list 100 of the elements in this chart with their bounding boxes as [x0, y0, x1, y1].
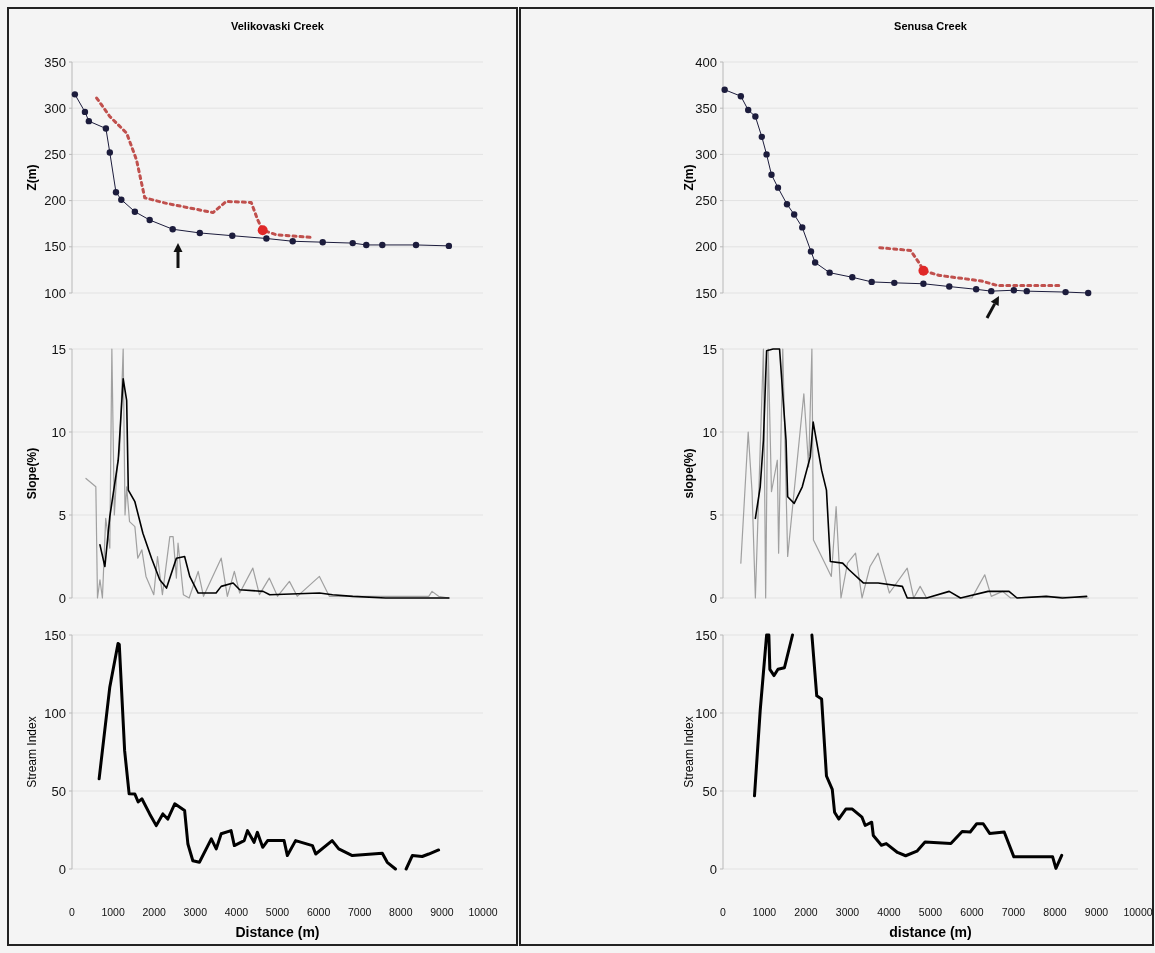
y-tick-label: 350: [44, 54, 66, 70]
y-tick-label: 50: [702, 783, 717, 799]
x-tick-label: 6000: [960, 906, 984, 918]
point: [1062, 288, 1069, 296]
point: [81, 108, 89, 116]
x-tick-label: 1000: [101, 906, 125, 918]
x-tick-label: 5000: [265, 906, 290, 918]
point: [849, 274, 856, 281]
point: [196, 229, 204, 237]
point: [289, 238, 296, 245]
point: [131, 208, 139, 215]
point: [988, 287, 995, 295]
point: [71, 91, 79, 98]
point: [774, 184, 782, 191]
line-series: [99, 378, 450, 599]
point: [106, 149, 114, 156]
y-tick-label: 250: [44, 146, 66, 162]
y-tick-label: 0: [709, 861, 717, 877]
point: [758, 133, 765, 141]
x-tick-label: 2000: [142, 906, 167, 918]
x-tick-label: 10000: [468, 906, 498, 918]
point: [920, 280, 927, 287]
point: [737, 92, 745, 100]
point: [768, 171, 775, 178]
point: [807, 248, 815, 255]
point: [146, 216, 153, 224]
point: [826, 269, 833, 276]
point: [169, 226, 176, 233]
x-axis-title: distance (m): [889, 924, 972, 940]
point: [263, 235, 270, 242]
y-axis-title: Z(m): [25, 164, 39, 191]
y-tick-label: 400: [695, 54, 717, 70]
point: [763, 151, 770, 158]
point: [744, 106, 752, 114]
x-tick-label: 4000: [877, 906, 901, 918]
y-axis-title: Z(m): [682, 164, 696, 191]
point: [1010, 287, 1018, 294]
y-tick-label: 0: [709, 590, 717, 606]
x-tick-label: 2000: [794, 906, 818, 918]
x-tick-label: 7000: [1001, 906, 1026, 918]
point: [118, 196, 125, 203]
x-tick-label: 9000: [1084, 906, 1109, 918]
point: [319, 238, 326, 246]
point: [257, 225, 268, 236]
point: [363, 241, 370, 249]
y-axis-title: Stream Index: [682, 716, 696, 788]
y-axis-title: Slope(%): [25, 447, 39, 500]
y-tick-label: 150: [44, 627, 66, 643]
point: [229, 232, 236, 239]
y-tick-label: 0: [58, 861, 66, 877]
point: [891, 279, 898, 287]
y-axis-title: slope(%): [682, 448, 696, 499]
point: [721, 86, 728, 93]
y-tick-label: 15: [702, 341, 717, 357]
y-tick-label: 200: [44, 193, 66, 209]
y-tick-label: 10: [51, 424, 66, 440]
x-tick-label: 5000: [918, 906, 943, 918]
x-tick-label: 3000: [835, 906, 860, 918]
point: [972, 286, 980, 293]
point: [790, 211, 798, 218]
x-tick-label: 4000: [224, 906, 249, 918]
y-tick-label: 150: [695, 627, 717, 643]
x-tick-label: 6000: [306, 906, 331, 918]
point: [379, 241, 386, 249]
point: [349, 239, 356, 247]
y-tick-label: 100: [44, 285, 66, 301]
point: [412, 241, 420, 249]
point: [811, 259, 819, 266]
y-tick-label: 300: [695, 146, 717, 162]
point: [946, 283, 953, 290]
y-tick-label: 300: [44, 100, 66, 116]
y-tick-label: 200: [695, 239, 717, 255]
x-tick-label: 7000: [348, 906, 372, 918]
chart-title: Senusa Creek: [894, 20, 968, 32]
x-tick-label: 8000: [389, 906, 413, 918]
point: [799, 224, 806, 231]
point: [112, 189, 120, 196]
y-tick-label: 10: [702, 424, 717, 440]
x-tick-label: 10000: [1123, 906, 1153, 918]
y-tick-label: 5: [58, 507, 66, 523]
point: [868, 278, 875, 286]
y-tick-label: 150: [44, 239, 66, 255]
x-tick-label: 0: [720, 906, 727, 918]
point: [783, 201, 791, 208]
point: [445, 242, 453, 250]
x-tick-label: 0: [69, 906, 76, 918]
y-tick-label: 50: [51, 783, 66, 799]
chart-title: Velikovaski Creek: [231, 20, 325, 32]
point: [1085, 289, 1092, 297]
point: [1023, 287, 1030, 295]
x-tick-label: 1000: [752, 906, 777, 918]
point: [918, 265, 929, 276]
point: [752, 113, 759, 120]
y-tick-label: 350: [695, 100, 717, 116]
y-tick-label: 5: [709, 507, 717, 523]
y-tick-label: 150: [695, 285, 717, 301]
y-tick-label: 0: [58, 590, 66, 606]
y-tick-label: 100: [695, 705, 717, 721]
point: [102, 125, 110, 132]
point: [85, 117, 93, 125]
